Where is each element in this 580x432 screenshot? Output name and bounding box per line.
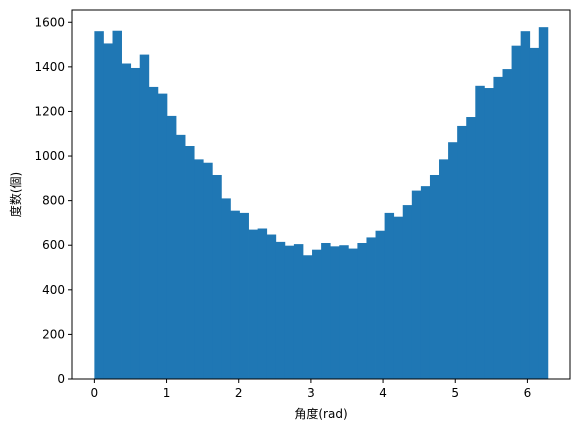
histogram-bar (130, 67, 141, 379)
histogram-bar (103, 43, 113, 380)
histogram-bar (402, 205, 413, 379)
histogram-bar (312, 249, 322, 379)
histogram-bar (520, 31, 531, 379)
histogram-bar (366, 237, 376, 379)
histogram-bar (484, 88, 494, 379)
plot-area-frame (71, 9, 571, 380)
histogram-bar (330, 246, 340, 379)
x-tick-label: 2 (235, 386, 243, 400)
y-axis-ticks: 0 200 400 600 800 1000 1200 1400 1600 (34, 15, 72, 386)
y-tick-label: 1200 (34, 104, 65, 118)
histogram-bar (457, 125, 467, 379)
histogram-bar (321, 242, 331, 379)
histogram-bar (384, 212, 395, 379)
y-tick-label: 400 (42, 283, 65, 297)
x-tick-label: 6 (524, 386, 532, 400)
y-tick-label: 1400 (34, 60, 65, 74)
histogram-bar (94, 31, 104, 379)
histogram-bar (203, 162, 213, 379)
y-tick-label: 1000 (34, 149, 65, 163)
x-tick-label: 0 (91, 386, 99, 400)
histogram-bar (493, 76, 503, 379)
histogram-bar (439, 159, 449, 379)
histogram-bar (139, 54, 150, 380)
x-tick-label: 5 (451, 386, 459, 400)
histogram-bar (230, 210, 240, 379)
histogram-bar (176, 134, 186, 379)
x-axis-ticks: 0 1 2 3 4 5 6 (91, 379, 532, 400)
histogram-bar (121, 63, 132, 380)
histogram-bar (448, 142, 458, 379)
y-tick-label: 600 (42, 238, 65, 252)
y-tick-label: 200 (42, 327, 65, 341)
histogram-bar (212, 174, 222, 379)
histogram-bar (194, 159, 204, 379)
x-axis-label: 角度(rad) (294, 406, 347, 421)
histogram-bar (293, 244, 304, 379)
histogram-bar (266, 234, 277, 379)
histogram-bar (502, 69, 512, 379)
histogram-bar (466, 117, 476, 379)
x-tick-label: 4 (379, 386, 387, 400)
histogram-bar (275, 241, 286, 379)
histogram-bar (112, 30, 122, 379)
histogram-bar (221, 198, 231, 379)
histogram-bar (284, 245, 295, 379)
histogram-bar (248, 229, 259, 379)
histogram-bar (420, 186, 431, 379)
y-axis-label: 度数(個) (8, 172, 23, 217)
histogram-bar (302, 255, 313, 379)
histogram-bar (239, 212, 249, 379)
histogram-bar (339, 245, 349, 379)
y-tick-label: 1600 (34, 15, 65, 29)
histogram-bar (148, 86, 159, 379)
x-tick-label: 3 (307, 386, 315, 400)
histogram-bar (538, 27, 549, 380)
histogram-bar (411, 190, 422, 379)
histogram-bar (529, 47, 540, 380)
histogram-bar (348, 248, 358, 379)
histogram-bar (157, 93, 168, 379)
histogram-bar (429, 174, 440, 379)
histogram-bar (257, 228, 268, 379)
histogram-bar (375, 230, 386, 379)
histogram-bar (357, 242, 367, 379)
x-tick-label: 1 (163, 386, 171, 400)
y-tick-label: 0 (57, 372, 65, 386)
histogram-bar (511, 45, 522, 380)
histogram-bar (393, 216, 404, 379)
histogram-bar (475, 85, 485, 380)
bars-group (94, 27, 549, 380)
y-tick-label: 800 (42, 194, 65, 208)
histogram-bar (166, 115, 177, 379)
histogram-bar (185, 146, 195, 379)
